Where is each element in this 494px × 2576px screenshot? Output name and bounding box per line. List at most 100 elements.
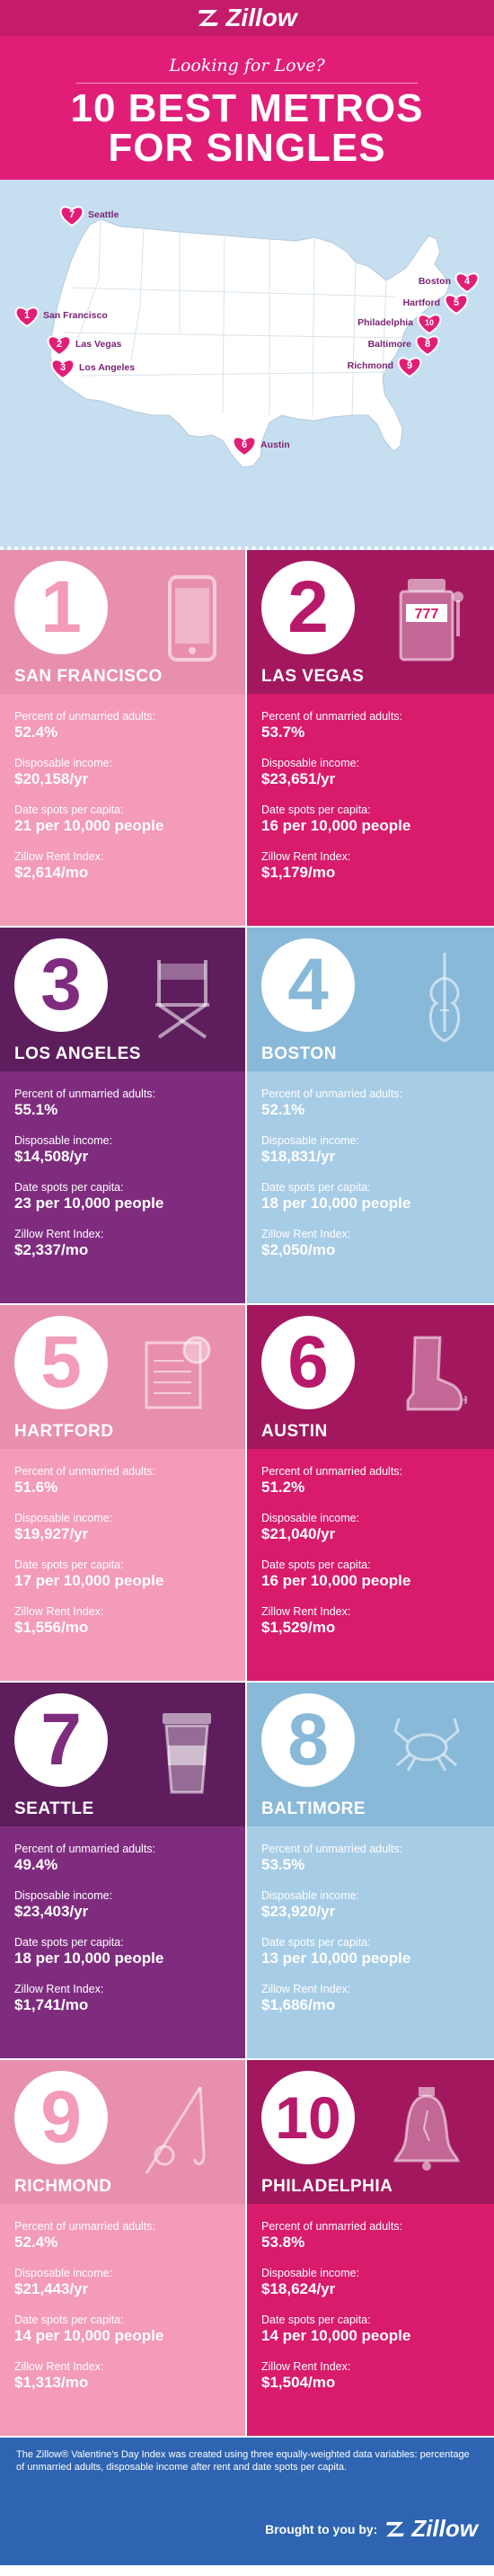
- stat-unmarried: Percent of unmarried adults: 52.1%: [261, 1088, 480, 1119]
- stat-label: Percent of unmarried adults:: [14, 2220, 156, 2233]
- zillow-logo[interactable]: Zillow: [197, 4, 297, 32]
- stat-value: $1,504/mo: [261, 2374, 336, 2391]
- pin-rank: 4: [464, 276, 471, 287]
- stat-rent: Zillow Rent Index: $2,337/mo: [14, 1228, 231, 1259]
- stat-date-spots: Date spots per capita: 18 per 10,000 peo…: [14, 1936, 231, 1968]
- rank-badge: 7: [14, 1693, 108, 1787]
- metro-card-philadelphia: 10 PHILADELPHIA Percent of unmarried adu…: [247, 2060, 494, 2438]
- stat-value: $2,050/mo: [261, 1241, 336, 1258]
- metro-card-richmond: 9 RICHMOND Percent of unmarried adults: …: [0, 2060, 247, 2438]
- stat-value: 53.7%: [261, 724, 305, 741]
- stat-label: Disposable income:: [261, 2267, 360, 2279]
- us-map-outline: [49, 218, 450, 468]
- card-stats: Percent of unmarried adults: 53.7% Dispo…: [247, 694, 494, 926]
- city-name: BOSTON: [261, 1044, 337, 1063]
- scroll-seal-icon: [137, 1328, 218, 1423]
- stat-label: Date spots per capita:: [261, 1181, 371, 1194]
- stat-value: 55.1%: [14, 1101, 58, 1118]
- stat-value: 53.5%: [261, 1856, 305, 1873]
- map-pin-austin: 6 Austin: [232, 436, 290, 457]
- rank-badge: 1: [14, 561, 108, 654]
- stat-unmarried: Percent of unmarried adults: 49.4%: [14, 1843, 231, 1874]
- fishing-rod-icon: [137, 2083, 218, 2187]
- stat-value: 23 per 10,000 people: [14, 1195, 164, 1212]
- stat-label: Zillow Rent Index:: [14, 2360, 104, 2373]
- stat-value: 53.8%: [261, 2234, 305, 2251]
- stat-income: Disposable income: $20,158/yr: [14, 757, 231, 788]
- stat-income: Disposable income: $21,040/yr: [261, 1512, 480, 1543]
- card-header: 9 RICHMOND: [0, 2060, 245, 2204]
- heart-pin-icon: [47, 335, 72, 357]
- rank-badge: 3: [14, 938, 108, 1032]
- pin-rank: 2: [57, 339, 62, 350]
- rank-badge: 10: [261, 2071, 355, 2164]
- stat-label: Disposable income:: [14, 2267, 113, 2279]
- city-name: LOS ANGELES: [14, 1044, 141, 1063]
- pin-rank: 5: [454, 298, 459, 308]
- stat-unmarried: Percent of unmarried adults: 51.6%: [14, 1465, 231, 1497]
- rank-badge: 5: [14, 1316, 108, 1409]
- hero-title-line2: FOR SINGLES: [108, 126, 386, 170]
- zillow-z-icon: [386, 2521, 405, 2536]
- us-map-section: 7 Seattle 1 San Francisco 2 Las Vegas 3 Los Ang…: [0, 180, 494, 550]
- stat-unmarried: Percent of unmarried adults: 51.2%: [261, 1465, 480, 1497]
- stat-rent: Zillow Rent Index: $1,179/mo: [261, 850, 480, 882]
- rank-badge: 2: [261, 561, 355, 654]
- stat-value: 52.1%: [261, 1101, 305, 1118]
- stat-date-spots: Date spots per capita: 18 per 10,000 peo…: [261, 1181, 480, 1212]
- stat-value: 51.2%: [261, 1479, 305, 1496]
- stat-value: 16 per 10,000 people: [261, 817, 411, 834]
- map-pin-hartford: 5 Hartford: [403, 294, 469, 315]
- hero-title-line1: 10 BEST METROS: [70, 86, 424, 130]
- metro-card-hartford: 5 HARTFORD Percent of unmarried adults: …: [0, 1305, 247, 1683]
- stat-value: 13 per 10,000 people: [261, 1950, 411, 1967]
- violin-icon: [422, 951, 467, 1054]
- pin-rank: 10: [425, 318, 434, 327]
- phone-icon: [166, 573, 218, 668]
- pin-rank: 1: [24, 310, 30, 321]
- stat-unmarried: Percent of unmarried adults: 53.5%: [261, 1843, 480, 1874]
- footer-zillow-logo[interactable]: Zillow: [384, 2515, 478, 2543]
- map-pin-boston: 4 Boston: [419, 272, 480, 294]
- pin-city-label: Las Vegas: [75, 339, 122, 350]
- stat-label: Zillow Rent Index:: [261, 2360, 351, 2373]
- map-pins: 7 Seattle 1 San Francisco 2 Las Vegas 3 Los Ang…: [14, 206, 480, 457]
- stat-value: $1,556/mo: [14, 1619, 89, 1636]
- pin-city-label: San Francisco: [43, 310, 108, 321]
- stat-label: Zillow Rent Index:: [14, 1983, 104, 1995]
- stat-value: 18 per 10,000 people: [14, 1950, 164, 1967]
- card-header: 3 LOS ANGELES: [0, 928, 245, 1071]
- stat-income: Disposable income: $23,920/yr: [261, 1889, 480, 1921]
- stat-value: $1,741/mo: [14, 1996, 89, 2013]
- pin-city-label: Boston: [419, 276, 451, 287]
- stat-label: Disposable income:: [261, 757, 360, 769]
- stat-value: 21 per 10,000 people: [14, 817, 164, 834]
- stat-value: $18,831/yr: [261, 1148, 336, 1165]
- stat-income: Disposable income: $14,508/yr: [14, 1134, 231, 1166]
- heart-pin-icon: [232, 436, 257, 457]
- stat-value: $21,443/yr: [14, 2280, 89, 2297]
- stat-value: 52.4%: [14, 724, 58, 741]
- card-stats: Percent of unmarried adults: 52.4% Dispo…: [0, 694, 245, 926]
- pin-city-label: Hartford: [403, 298, 440, 308]
- us-map: 7 Seattle 1 San Francisco 2 Las Vegas 3 Los Ang…: [14, 206, 480, 468]
- map-pin-las-vegas: 2 Las Vegas: [47, 335, 122, 357]
- stat-value: 18 per 10,000 people: [261, 1195, 411, 1212]
- card-stats: Percent of unmarried adults: 51.2% Dispo…: [247, 1449, 494, 1681]
- stat-value: $18,624/yr: [261, 2280, 336, 2297]
- stat-label: Date spots per capita:: [261, 804, 371, 816]
- map-pin-san-francisco: 1 San Francisco: [14, 306, 108, 328]
- card-stats: Percent of unmarried adults: 53.5% Dispo…: [247, 1826, 494, 2058]
- stat-label: Date spots per capita:: [14, 1181, 124, 1194]
- stat-date-spots: Date spots per capita: 16 per 10,000 peo…: [261, 1559, 480, 1590]
- heart-pin-icon: [444, 294, 469, 315]
- metro-card-san-francisco: 1 SAN FRANCISCO Percent of unmarried adu…: [0, 550, 247, 928]
- logo-text: Zillow: [225, 4, 297, 31]
- liberty-bell-icon: [386, 2083, 467, 2178]
- methodology-note: The Zillow® Valentine's Day Index was cr…: [16, 2449, 470, 2473]
- stat-date-spots: Date spots per capita: 14 per 10,000 peo…: [14, 2314, 231, 2345]
- heart-pin-icon: [454, 272, 480, 294]
- pin-city-label: Los Angeles: [79, 362, 135, 373]
- stat-label: Disposable income:: [14, 1512, 113, 1524]
- coffee-cup-icon: [155, 1706, 218, 1800]
